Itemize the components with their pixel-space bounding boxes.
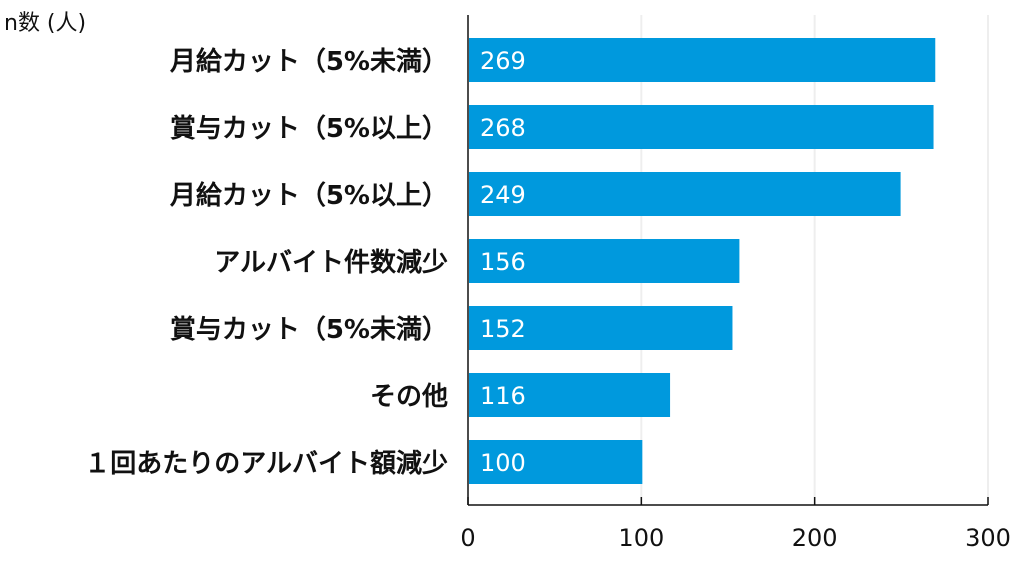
data-label: 156: [480, 248, 526, 276]
data-label: 249: [480, 181, 526, 209]
data-label: 100: [480, 449, 526, 477]
bar: [469, 373, 671, 417]
bar: [469, 440, 643, 484]
x-tick-label: 300: [965, 524, 1011, 552]
bar: [469, 172, 901, 216]
bar: [469, 239, 740, 283]
data-label: 268: [480, 114, 526, 142]
category-label: アルバイト件数減少: [214, 248, 448, 278]
data-label: 152: [480, 315, 526, 343]
category-label: 賞与カット（5%未満）: [170, 315, 448, 345]
bar: [469, 38, 936, 82]
data-label: 116: [480, 382, 526, 410]
x-tick-label: 0: [460, 524, 475, 552]
x-tick-label: 100: [618, 524, 664, 552]
axis-unit-label: n数 (人): [4, 11, 86, 36]
category-label: 月給カット（5%未満）: [169, 46, 448, 77]
bar: [469, 105, 934, 149]
category-label: 賞与カット（5%以上）: [170, 114, 448, 144]
bar: [469, 306, 733, 350]
data-label: 269: [480, 47, 526, 75]
category-label: １回あたりのアルバイト額減少: [84, 449, 448, 479]
category-label: その他: [370, 382, 448, 412]
category-label: 月給カット（5%以上）: [169, 180, 448, 211]
x-tick-label: 200: [792, 524, 838, 552]
